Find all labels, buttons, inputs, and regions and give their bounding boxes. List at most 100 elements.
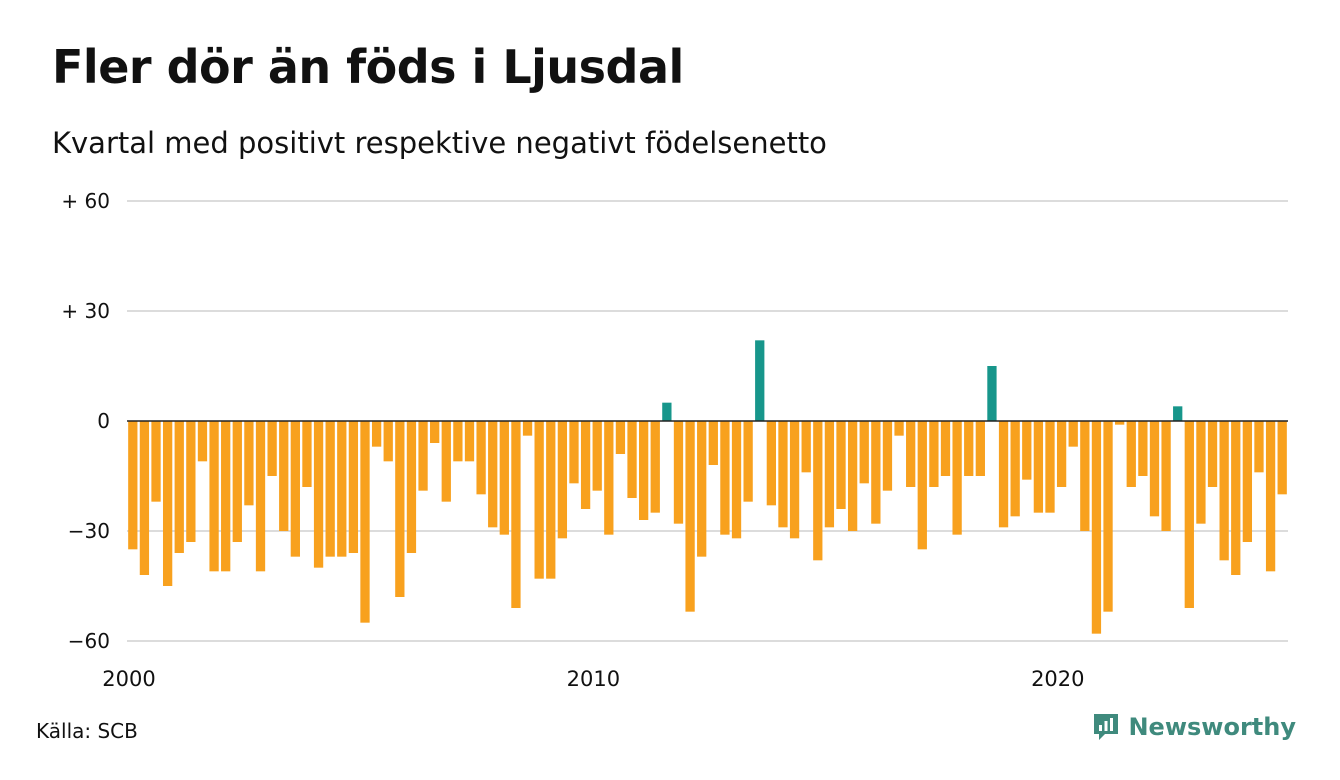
bar-positive: [755, 340, 765, 421]
y-tick-labels: + 60 + 30 0 −30 −60: [61, 189, 110, 653]
bar-negative: [453, 421, 463, 462]
bar-negative: [731, 421, 742, 539]
bar-negative: [801, 421, 811, 473]
bar-negative: [418, 421, 428, 491]
bar-negative: [255, 421, 266, 572]
bar-negative: [882, 421, 893, 491]
bar-negative: [522, 421, 533, 436]
bar-positive: [1173, 406, 1183, 421]
newsworthy-logo-icon: [1094, 714, 1119, 740]
bar-negative: [975, 421, 985, 476]
bar-negative: [1138, 421, 1148, 476]
bar-negative: [847, 421, 858, 531]
brand-name: Newsworthy: [1128, 713, 1296, 741]
bar-negative: [1149, 421, 1160, 517]
bar-negative: [1265, 421, 1276, 572]
bar-negative: [569, 421, 579, 484]
bar-negative: [232, 421, 242, 542]
x-tick-labels: 2000 2010 2020: [102, 667, 1084, 691]
bar-negative: [894, 421, 904, 436]
bar-negative: [1207, 421, 1218, 487]
bar-negative: [1277, 421, 1287, 495]
bar-negative: [128, 421, 138, 550]
bar-negative: [824, 421, 835, 528]
bar-negative: [290, 421, 300, 557]
bar-negative: [279, 421, 289, 531]
chart-subtitle: Kvartal med positivt respektive negativt…: [52, 126, 827, 160]
bar-negative: [1010, 421, 1020, 517]
bar-negative: [546, 421, 556, 579]
bar-positive: [987, 366, 997, 421]
bar-negative: [534, 421, 544, 579]
x-tick-label: 2010: [567, 667, 620, 691]
bar-negative: [1115, 421, 1125, 425]
bar-negative: [929, 421, 939, 487]
bar-negative: [708, 421, 718, 465]
bar-negative: [592, 421, 602, 491]
bar-negative: [162, 421, 173, 586]
bar-negative: [836, 421, 846, 509]
bar-negative: [499, 421, 509, 535]
bar-negative: [940, 421, 951, 476]
bar-negative: [604, 421, 614, 535]
bar-negative: [337, 421, 347, 557]
bar-negative: [720, 421, 730, 535]
bar-negative: [139, 421, 150, 575]
bar-negative: [325, 421, 335, 557]
bar-negative: [697, 421, 707, 557]
chart-title: Fler dör än föds i Ljusdal: [52, 40, 684, 94]
bar-negative: [464, 421, 475, 462]
bar-negative: [789, 421, 800, 539]
bar-negative: [743, 421, 753, 502]
bar-negative: [488, 421, 498, 528]
bar-negative: [813, 421, 823, 561]
bar-negative: [348, 421, 359, 553]
brand-logo[interactable]: Newsworthy: [1092, 712, 1296, 742]
source-note: Källa: SCB: [36, 719, 138, 743]
y-tick-label: −30: [68, 519, 110, 543]
bar-negative: [1219, 421, 1229, 561]
x-tick-label: 2020: [1031, 667, 1084, 691]
bar-negative: [1056, 421, 1067, 487]
bar-negative: [313, 421, 324, 568]
bar-negative: [627, 421, 637, 498]
bar-negative: [371, 421, 382, 447]
bar-negative: [186, 421, 196, 542]
bar-negative: [952, 421, 962, 535]
bar-negative: [639, 421, 649, 520]
bar-negative: [1068, 421, 1078, 447]
bar-negative: [511, 421, 521, 608]
y-tick-label: −60: [68, 629, 110, 653]
bar-negative: [1242, 421, 1253, 542]
bar-negative: [580, 421, 591, 509]
bar-negative: [221, 421, 231, 572]
y-tick-label: + 30: [61, 299, 110, 323]
bar-negative: [1161, 421, 1171, 531]
x-tick-label: 2000: [102, 667, 155, 691]
y-tick-label: + 60: [61, 189, 110, 213]
bar-negative: [998, 421, 1009, 528]
bar-positive: [662, 402, 672, 421]
bar-negative: [1091, 421, 1102, 634]
bar-negative: [1184, 421, 1194, 608]
bar-negative: [360, 421, 370, 623]
bar-negative: [441, 421, 451, 502]
bar-negative: [430, 421, 440, 443]
bar-negative: [383, 421, 393, 462]
bar-negative: [209, 421, 219, 572]
bar-negative: [859, 421, 869, 484]
bar-negative: [1080, 421, 1090, 531]
bar-negative: [174, 421, 184, 553]
bar-negative: [685, 421, 695, 612]
bar-negative: [1254, 421, 1264, 473]
bar-negative: [964, 421, 974, 476]
bar-negative: [673, 421, 684, 524]
bar-chart: + 60 + 30 0 −30 −60 2000 2010 2020: [61, 189, 1288, 691]
bar-negative: [1033, 421, 1044, 513]
bar-negative: [871, 421, 881, 524]
bar-negative: [1196, 421, 1206, 524]
bar-negative: [151, 421, 161, 502]
bar-negative: [1231, 421, 1241, 575]
bar-negative: [1045, 421, 1055, 513]
bar-negative: [267, 421, 277, 476]
